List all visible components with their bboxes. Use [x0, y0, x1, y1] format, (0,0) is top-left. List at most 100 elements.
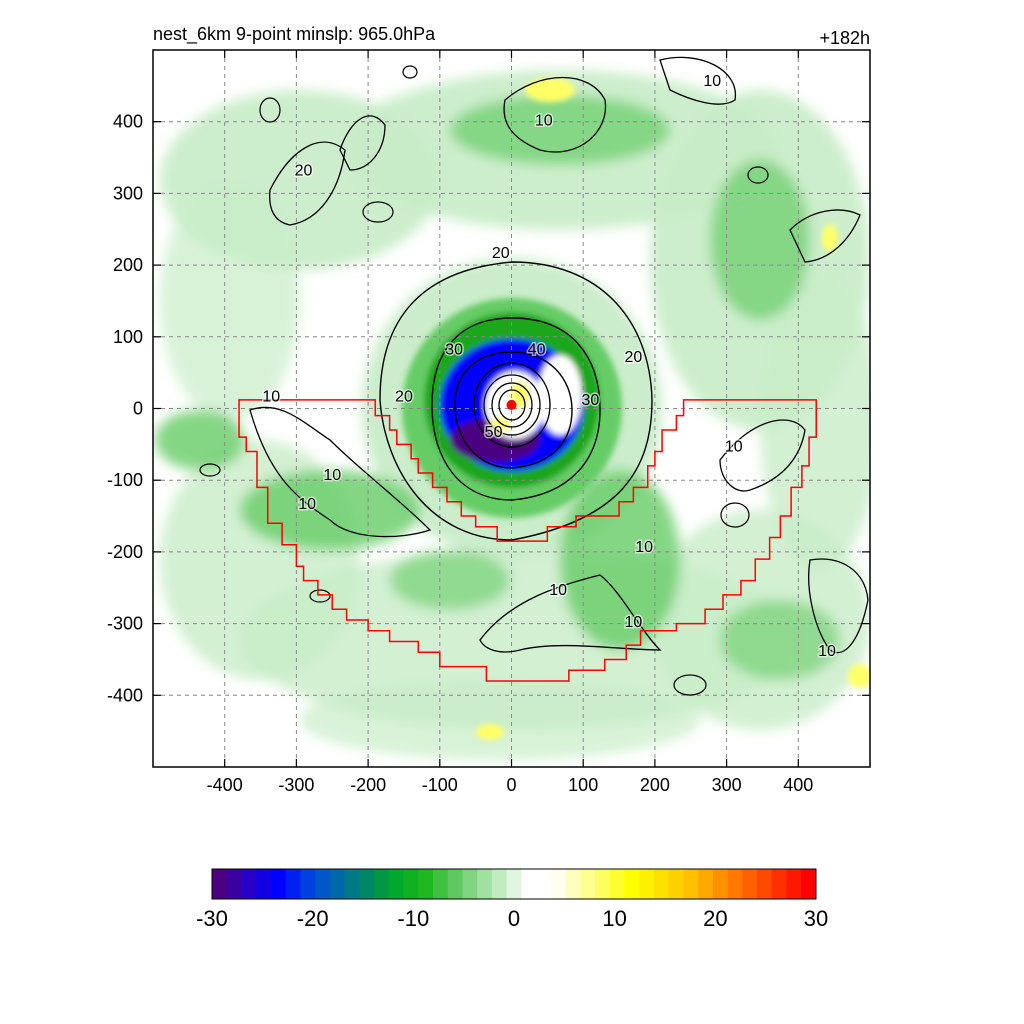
- colorbar-frame: [211, 868, 817, 900]
- colorbar-swatch: [477, 869, 493, 899]
- x-tick-label: 300: [712, 775, 742, 795]
- contour-blob-4: [747, 166, 769, 184]
- contour-blob-1: [259, 97, 281, 123]
- contour-nw-small: [339, 115, 386, 171]
- colorbar-labels: -30 -20 -10 0 10 20 30: [196, 906, 828, 931]
- contour-blob-6: [199, 463, 221, 477]
- colorbar-swatch: [668, 869, 684, 899]
- contour-20-nw: [269, 141, 346, 226]
- colorbar-swatch: [329, 869, 346, 899]
- x-tick-label: -300: [278, 775, 314, 795]
- colorbar-swatch: [609, 869, 625, 899]
- domain-boundary: [238, 399, 817, 682]
- contour-70: [491, 382, 533, 428]
- colorbar-swatch: [403, 869, 419, 899]
- colorbar-swatch: [565, 869, 581, 899]
- colorbar-swatch: [771, 869, 788, 899]
- colorbar-swatch: [300, 869, 316, 899]
- contour-60: [483, 374, 541, 436]
- contour-label: 50: [485, 424, 503, 441]
- contour-label: 20: [492, 245, 510, 262]
- contour-blob-8: [720, 502, 750, 528]
- colorbar-swatch: [653, 869, 670, 899]
- contour-label: 10: [725, 439, 743, 456]
- chart-title: nest_6km 9-point minslp: 965.0hPa: [153, 24, 436, 45]
- colorbar-swatch: [270, 869, 287, 899]
- colorbar-tick-label: -30: [196, 906, 228, 931]
- colorbar-swatch: [712, 869, 729, 899]
- contour-80: [498, 389, 526, 421]
- colorbar-swatch: [580, 869, 596, 899]
- contour-label: 10: [323, 467, 341, 484]
- colorbar-swatch: [624, 869, 640, 899]
- colorbar-swatch: [212, 869, 228, 899]
- contour-label: 10: [703, 73, 721, 90]
- y-tick-label: 400: [113, 112, 143, 132]
- colorbar-swatch: [226, 869, 242, 899]
- contour-label: 10: [635, 539, 653, 556]
- colorbar-tick-label: 20: [703, 906, 727, 931]
- colorbar-swatch: [595, 869, 611, 899]
- y-tick-label: -100: [107, 470, 143, 490]
- colorbar-swatch: [536, 869, 552, 899]
- lead-time-label: +182h: [819, 28, 870, 48]
- x-tick-label: 200: [640, 775, 670, 795]
- contour-blob-3: [402, 65, 418, 79]
- y-tick-label: -200: [107, 542, 143, 562]
- colorbar-swatch: [683, 869, 699, 899]
- colorbar-swatch: [241, 869, 257, 899]
- contour-blob-5: [673, 674, 707, 696]
- contour-e-small: [789, 209, 861, 263]
- contour-40: [454, 351, 573, 469]
- y-tick-label: -300: [107, 614, 143, 634]
- y-axis-ticks: 400 300 200 100 0 -100 -200 -300 -400: [107, 112, 870, 705]
- contour-label: 10: [262, 388, 280, 405]
- colorbar-swatch: [786, 869, 802, 899]
- y-tick-label: 100: [113, 327, 143, 347]
- colorbar-swatch: [447, 869, 463, 899]
- x-axis-ticks: -400 -300 -200 -100 0 100 200 300 400: [207, 50, 813, 795]
- contour-blob-7: [309, 589, 331, 603]
- colorbar-swatch: [256, 869, 272, 899]
- y-tick-label: 300: [113, 183, 143, 203]
- contour-lines: [199, 56, 869, 696]
- contour-50: [473, 362, 551, 448]
- y-tick-label: 0: [133, 399, 143, 419]
- storm-center-marker: [506, 399, 517, 410]
- colorbar-swatch: [285, 869, 301, 899]
- contour-label: 10: [549, 582, 567, 599]
- contour-10-ne: [659, 56, 736, 105]
- colorbar-tick-label: -10: [397, 906, 429, 931]
- x-tick-label: 100: [568, 775, 598, 795]
- contour-label: 10: [818, 643, 836, 660]
- x-tick-label: 0: [506, 775, 516, 795]
- colorbar-swatch: [359, 869, 375, 899]
- boundary-outline: [238, 399, 817, 682]
- colorbar-swatch: [491, 869, 508, 899]
- colorbar-tick-label: 30: [804, 906, 828, 931]
- colorbar-swatch: [462, 869, 478, 899]
- colorbar-swatch: [698, 869, 714, 899]
- colorbar-swatch: [432, 869, 449, 899]
- storm-center-dot: [506, 399, 517, 410]
- colorbar: [211, 868, 817, 900]
- contour-10-south: [479, 574, 662, 653]
- colorbar-swatch: [550, 869, 567, 899]
- contour-label: 20: [295, 162, 313, 179]
- contour-blob-2: [362, 201, 394, 223]
- x-tick-label: -200: [350, 775, 386, 795]
- y-tick-label: 200: [113, 255, 143, 275]
- colorbar-swatch: [506, 869, 522, 899]
- x-tick-label: 400: [783, 775, 813, 795]
- contour-label: 10: [535, 112, 553, 129]
- contour-label: 20: [395, 388, 413, 405]
- colorbar-swatch: [757, 869, 773, 899]
- x-tick-label: -400: [207, 775, 243, 795]
- colorbar-swatch: [388, 869, 405, 899]
- colorbar-swatch: [639, 869, 655, 899]
- contour-10-west: [249, 406, 432, 538]
- colorbar-swatch: [742, 869, 758, 899]
- contour-10-se: [808, 558, 869, 654]
- contour-10-north: [503, 76, 607, 153]
